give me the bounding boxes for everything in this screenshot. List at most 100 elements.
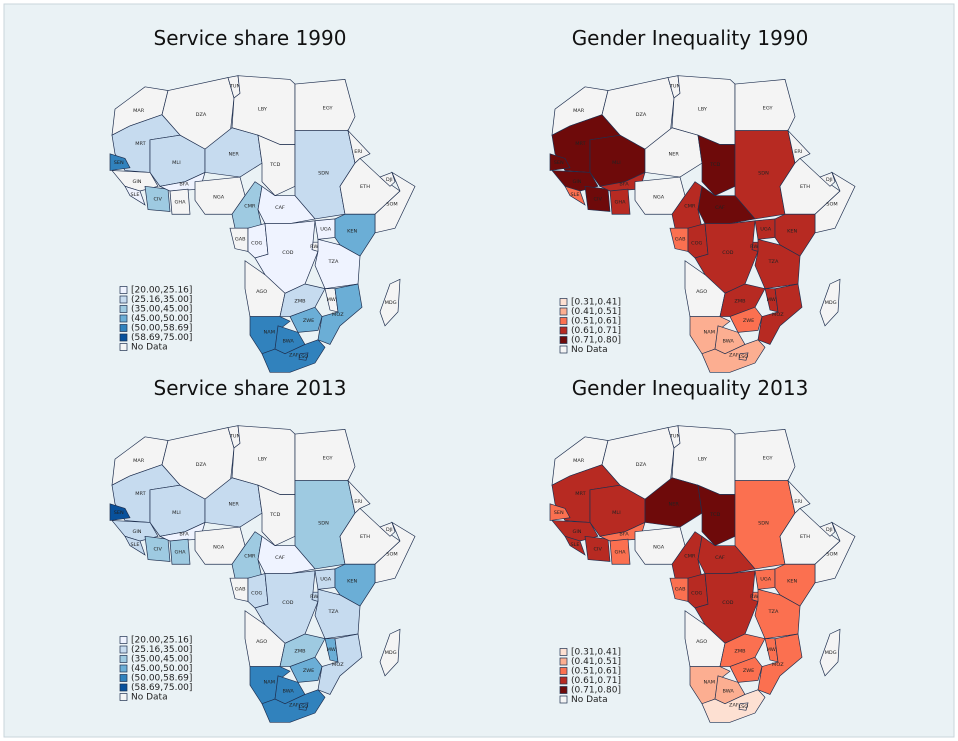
country-code: MRT: [135, 141, 146, 147]
country-code: KEN: [787, 579, 798, 585]
country-code: SOM: [386, 552, 397, 558]
country-code: DJI: [386, 527, 393, 533]
country-code: ZAF: [729, 353, 739, 359]
country-code: MAR: [133, 108, 145, 114]
country-code: ZWE: [743, 668, 755, 674]
country-code: MAR: [133, 458, 145, 464]
country: [298, 352, 309, 361]
country: [317, 283, 363, 345]
legend-label: [0.31,0.41]: [571, 648, 621, 658]
country: [294, 79, 356, 131]
country-code: SEN: [114, 160, 124, 166]
legend-label: (35.00,45.00]: [131, 305, 192, 315]
country-code: COG: [251, 591, 263, 597]
country-code: EGY: [763, 106, 773, 112]
country-code: MRT: [575, 491, 586, 497]
country-code: MOZ: [332, 312, 344, 318]
country: [169, 188, 191, 215]
country-code: COG: [691, 591, 703, 597]
country-code: GHA: [614, 550, 626, 556]
country-code: ETH: [800, 184, 810, 190]
country-code: DJI: [826, 527, 833, 533]
country: [757, 283, 803, 345]
country-code: SLE: [570, 192, 579, 198]
country-code: NGA: [653, 545, 665, 551]
country-code: CMR: [244, 204, 256, 210]
country-code: AGO: [256, 289, 267, 295]
country-code: NAM: [704, 679, 715, 685]
legend-swatch: [119, 333, 128, 342]
country-code: AGO: [696, 289, 707, 295]
country: [819, 171, 836, 187]
country-code: COG: [251, 241, 263, 247]
country-code: TUN: [669, 84, 681, 90]
legend-swatch: [559, 326, 568, 335]
legend-swatch: [559, 298, 568, 306]
legend-swatch: [119, 636, 128, 644]
country-code: TZA: [327, 609, 339, 615]
country: [701, 339, 766, 373]
country-code: MOZ: [332, 662, 344, 668]
country: [819, 278, 841, 327]
country-code: MLI: [612, 160, 621, 166]
country-code: GHA: [614, 200, 626, 206]
country: [298, 702, 309, 711]
country: [774, 563, 816, 607]
country-code: NER: [668, 152, 679, 158]
country-code: MAR: [573, 108, 585, 114]
country-code: BFA: [619, 532, 629, 538]
country-code: MRT: [135, 491, 146, 497]
country-code: GAB: [235, 587, 246, 593]
country-code: SEN: [554, 160, 564, 166]
country-code: MLI: [612, 510, 621, 516]
country-code: LBY: [698, 107, 707, 113]
country: [754, 588, 801, 640]
country-code: MDG: [825, 650, 837, 656]
country-code: LSO: [738, 704, 748, 710]
country: [294, 429, 356, 481]
country: [261, 339, 326, 373]
country: [257, 484, 296, 547]
country-code: ERI: [794, 149, 802, 155]
country: [697, 185, 756, 224]
country-code: ERI: [794, 499, 802, 505]
country: [257, 535, 316, 574]
country-code: DZA: [636, 112, 647, 118]
country: [701, 689, 766, 723]
legend-swatch: [559, 686, 568, 694]
country-code: UGA: [320, 227, 332, 233]
legend-label: No Data: [131, 693, 168, 703]
country-code: GIN: [132, 529, 141, 535]
country: [754, 238, 801, 290]
country: [609, 188, 631, 215]
legend-label: (45.00,50.00]: [131, 664, 192, 674]
country-code: CAF: [715, 555, 725, 561]
country-code: MWI: [327, 297, 338, 303]
country: [261, 689, 326, 723]
country-code: SDN: [758, 171, 769, 177]
legend-swatch: [119, 664, 128, 673]
country-code: MDG: [385, 650, 397, 656]
country-code: MOZ: [772, 312, 784, 318]
country: [774, 213, 816, 257]
country: [819, 521, 836, 537]
country-code: ZAF: [729, 703, 739, 709]
country-code: NGA: [213, 545, 225, 551]
country-code: CAF: [275, 205, 285, 211]
country-code: CIV: [154, 197, 163, 203]
country-code: CIV: [154, 547, 163, 553]
country-code: AGO: [256, 639, 267, 645]
legend-label: (45.00,50.00]: [131, 314, 192, 324]
legend-swatch: [559, 336, 568, 344]
country-code: ZAF: [289, 353, 299, 359]
country-code: RWA: [310, 594, 322, 600]
country-code: EGY: [763, 456, 773, 462]
legend-label: (0.71,0.80]: [571, 686, 621, 696]
legend-swatch: [119, 314, 128, 323]
country-code: SDN: [318, 521, 329, 527]
country: [697, 484, 736, 547]
country-code: NER: [228, 502, 239, 508]
legend-swatch: [119, 286, 128, 294]
country-code: MLI: [172, 510, 181, 516]
